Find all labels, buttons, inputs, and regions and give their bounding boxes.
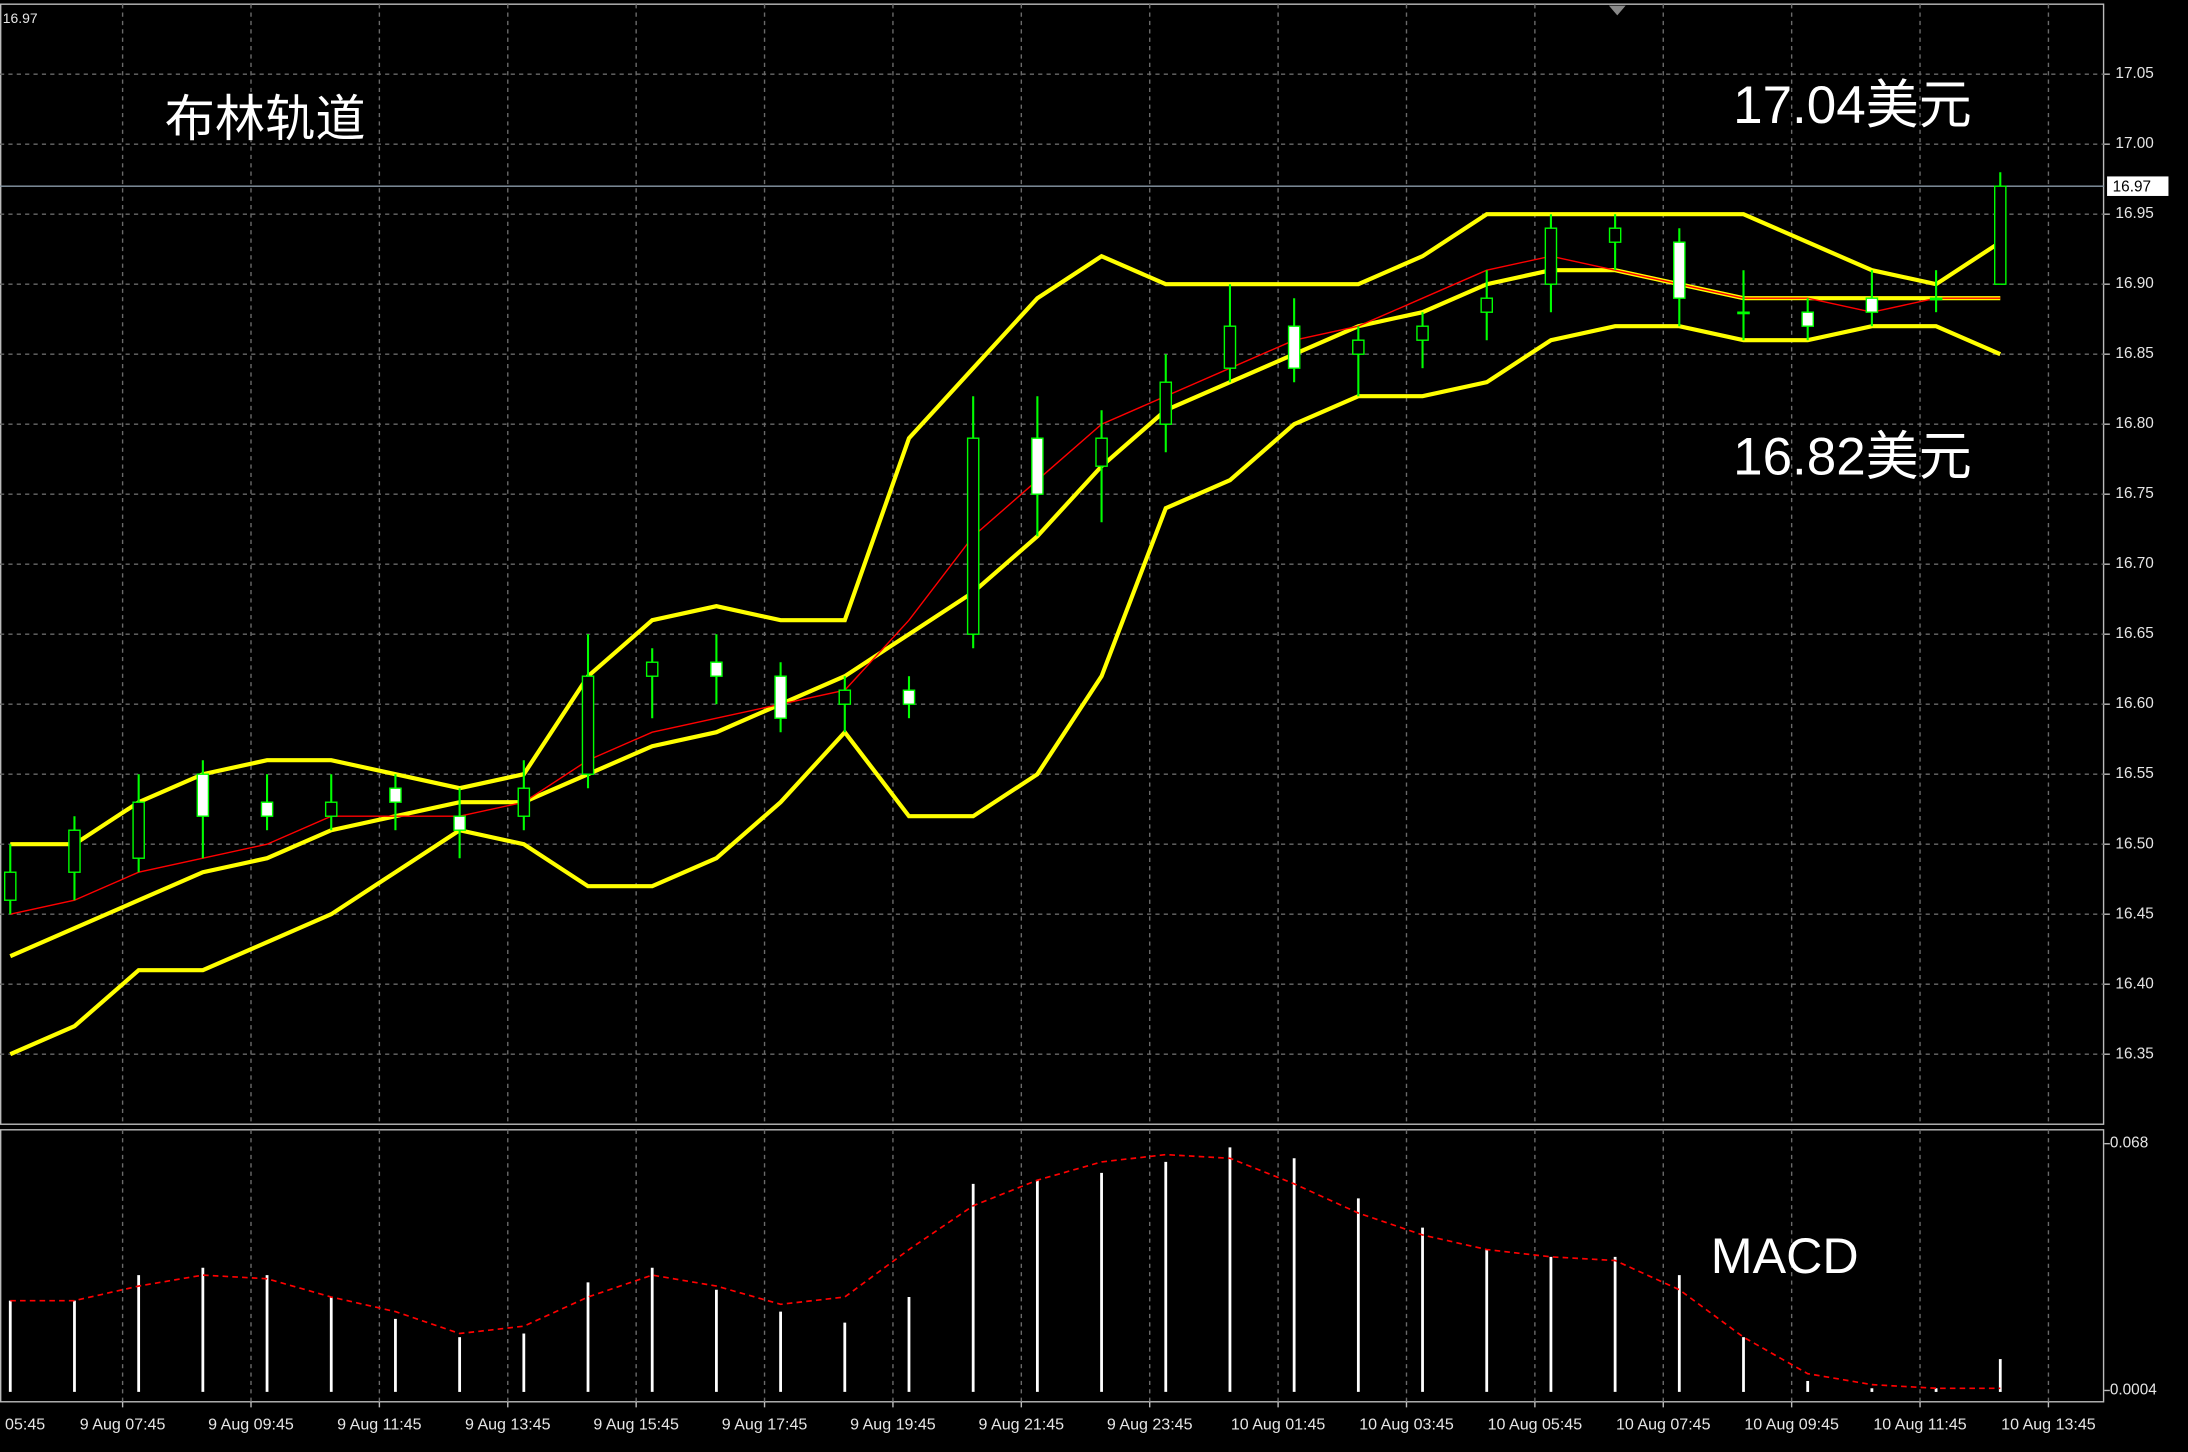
price-tag xyxy=(2107,176,2169,196)
candle-body xyxy=(1608,227,1622,243)
x-tick-label: 05:45 xyxy=(5,1416,45,1434)
y-tick-label: 16.35 xyxy=(2115,1045,2153,1062)
y-tick-label: 17.00 xyxy=(2115,135,2153,152)
corner-price: 16.97 xyxy=(3,10,38,26)
candle-body xyxy=(1159,381,1173,425)
candle-body xyxy=(1095,437,1108,467)
candle-body xyxy=(774,675,787,719)
y-tick-label: 16.50 xyxy=(2115,835,2153,852)
candle-body xyxy=(1737,311,1750,315)
candle-body xyxy=(1031,437,1044,495)
candle-body xyxy=(517,787,531,817)
y-tick-label: 0.0004 xyxy=(2110,1382,2157,1399)
macd-title: MACD xyxy=(1711,1228,1859,1284)
y-tick-label: 16.90 xyxy=(2115,275,2153,292)
x-tick-label: 9 Aug 13:45 xyxy=(465,1416,551,1434)
signal-line xyxy=(10,1153,2001,1390)
bollinger-band xyxy=(9,324,2002,1057)
candle-body xyxy=(3,871,17,901)
macd-panel xyxy=(0,1129,2105,1403)
candle-body xyxy=(581,675,595,775)
x-tick-label: 10 Aug 13:45 xyxy=(2001,1416,2096,1434)
x-tick-label: 9 Aug 11:45 xyxy=(337,1416,421,1434)
x-tick-label: 10 Aug 11:45 xyxy=(1873,1416,1966,1434)
bollinger-band xyxy=(10,212,2002,847)
y-tick-label: 16.60 xyxy=(2115,695,2153,712)
candle-body xyxy=(966,437,980,635)
x-tick-label: 9 Aug 09:45 xyxy=(208,1416,294,1434)
candle-body xyxy=(1287,325,1301,369)
candle-body xyxy=(902,689,916,705)
y-tick-label: 17.05 xyxy=(2115,65,2153,82)
candle-body xyxy=(1929,297,1943,301)
candle-body xyxy=(838,689,852,705)
candle-body xyxy=(68,829,81,873)
annotation: 17.04美元 xyxy=(1733,76,1972,135)
y-tick-label: 0.068 xyxy=(2110,1135,2148,1152)
candle-body xyxy=(389,787,402,803)
candle-body xyxy=(1865,297,1879,313)
moving-average xyxy=(10,255,2001,915)
candle-body xyxy=(453,815,466,831)
x-tick-label: 10 Aug 09:45 xyxy=(1744,1416,1839,1434)
x-tick-label: 10 Aug 05:45 xyxy=(1488,1416,1583,1434)
candle-body xyxy=(645,661,659,677)
scroll-marker xyxy=(1608,5,1626,16)
candle-body xyxy=(1480,297,1494,313)
x-tick-label: 10 Aug 07:45 xyxy=(1616,1416,1711,1434)
y-tick-label: 16.95 xyxy=(2115,205,2153,222)
y-tick-label: 16.45 xyxy=(2115,905,2153,922)
annotation: 16.82美元 xyxy=(1733,427,1972,486)
candle-body xyxy=(260,801,274,817)
candle-body xyxy=(710,661,723,677)
candle-body xyxy=(1994,185,2007,285)
candle-body xyxy=(1223,325,1237,369)
x-tick-label: 9 Aug 15:45 xyxy=(593,1416,679,1434)
candle-body xyxy=(1544,227,1558,285)
y-tick-label: 16.55 xyxy=(2115,765,2153,782)
candle-body xyxy=(1352,339,1365,355)
x-tick-label: 10 Aug 03:45 xyxy=(1359,1416,1454,1434)
x-tick-label: 10 Aug 01:45 xyxy=(1231,1416,1326,1434)
x-tick-label: 9 Aug 23:45 xyxy=(1107,1416,1193,1434)
candle-body xyxy=(1673,241,1686,299)
x-tick-label: 9 Aug 21:45 xyxy=(979,1416,1065,1434)
candle-body xyxy=(132,801,145,859)
x-tick-label: 9 Aug 07:45 xyxy=(80,1416,166,1434)
y-tick-label: 16.40 xyxy=(2115,975,2153,992)
y-tick-label: 16.75 xyxy=(2115,485,2153,502)
y-tick-label: 16.80 xyxy=(2115,415,2153,432)
candle-body xyxy=(1801,311,1814,327)
price-tag-label: 16.97 xyxy=(2113,179,2151,196)
y-tick-label: 16.65 xyxy=(2115,625,2153,642)
candle-body xyxy=(1416,325,1429,341)
y-tick-label: 16.70 xyxy=(2115,555,2153,572)
candle-body xyxy=(324,801,338,817)
candle-body xyxy=(196,773,210,817)
x-tick-label: 9 Aug 19:45 xyxy=(850,1416,936,1434)
x-tick-label: 9 Aug 17:45 xyxy=(722,1416,808,1434)
chart-title: 布林轨道 xyxy=(165,91,366,147)
y-tick-label: 16.85 xyxy=(2115,345,2153,362)
